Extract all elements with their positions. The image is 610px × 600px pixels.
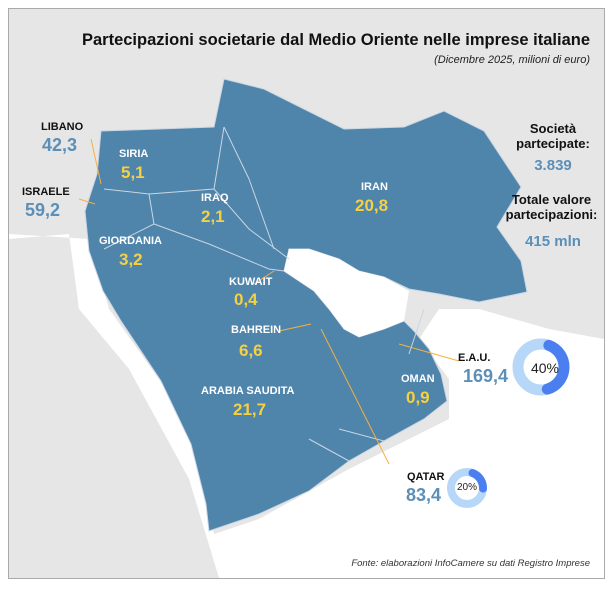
country-value-kuwait: 0,4	[234, 290, 258, 309]
country-name-qatar: QATAR	[407, 471, 445, 483]
country-value-iraq: 2,1	[201, 207, 225, 226]
donut-eau	[512, 338, 570, 396]
source-note: Fonte: elaborazioni InfoCamere su dati R…	[351, 558, 590, 569]
companies-label: Società partecipate:	[516, 121, 590, 151]
country-name-israele: ISRAELE	[22, 186, 70, 198]
donut-share-arc	[541, 339, 570, 395]
country-value-israele: 59,2	[25, 200, 61, 220]
country-value-libano: 42,3	[42, 135, 78, 155]
country-name-arabia-saudita: ARABIA SAUDITA	[201, 385, 295, 397]
country-value-siria: 5,1	[121, 163, 145, 182]
donut-label-eau: 40%	[530, 360, 560, 376]
infographic-frame: Partecipazioni societarie dal Medio Orie…	[8, 8, 605, 579]
country-name-kuwait: KUWAIT	[229, 276, 273, 288]
country-name-bahrein: BAHREIN	[231, 324, 282, 336]
country-value-bahrein: 6,6	[239, 341, 263, 360]
country-name-oman: OMAN	[401, 373, 435, 385]
title: Partecipazioni societarie dal Medio Orie…	[81, 31, 590, 49]
country-value-oman: 0,9	[406, 388, 430, 407]
total-value: 415 mln	[525, 233, 581, 250]
subtitle: (Dicembre 2025, milioni di euro)	[434, 54, 590, 66]
country-name-siria: SIRIA	[119, 148, 149, 160]
country-name-eau: E.A.U.	[458, 352, 491, 364]
gulf-water	[284, 249, 409, 337]
donut-qatar	[447, 468, 487, 508]
country-value-qatar: 83,4	[406, 485, 442, 505]
country-value-arabia-saudita: 21,7	[233, 400, 267, 419]
country-name-libano: LIBANO	[41, 121, 84, 133]
country-value-iran: 20,8	[355, 196, 389, 215]
companies-value: 3.839	[534, 157, 572, 174]
leader-lines	[78, 138, 460, 465]
donut-label-qatar: 20%	[456, 482, 477, 493]
country-name-iraq: IRAQ	[201, 192, 229, 204]
country-value-giordania: 3,2	[119, 250, 143, 269]
map	[9, 78, 604, 578]
country-name-giordania: GIORDANIA	[99, 235, 162, 247]
total-label: Totale valore partecipazioni:	[505, 192, 598, 222]
donut-share-arc	[468, 468, 487, 493]
country-value-eau: 169,4	[463, 366, 509, 386]
country-name-iran: IRAN	[361, 181, 388, 193]
